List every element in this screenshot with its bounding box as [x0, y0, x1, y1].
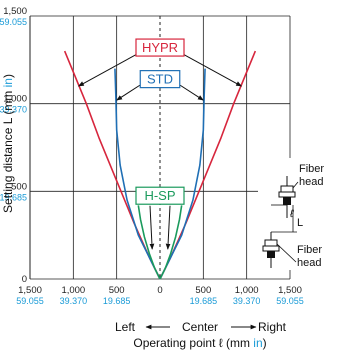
top-fiber-head-body [278, 191, 296, 198]
x-tick-label-inch: 19.685 [103, 296, 131, 306]
y-tick-label: 1,000 [3, 94, 27, 105]
fiber-head-top-leader [292, 181, 299, 189]
x-tick-label-inch: 39.370 [233, 296, 261, 306]
y-axis-title: Setting distance L (mm in) [1, 74, 15, 213]
y-tick-label: 0 [22, 274, 27, 285]
direction-center: Center [182, 320, 218, 334]
x-tick-label-inch: 19.685 [190, 296, 218, 306]
series-label-arrow [149, 205, 155, 250]
direction-right: Right [258, 320, 287, 334]
bottom-fiber-head-body [262, 245, 280, 252]
series-labels: HYPR STD H-SP [78, 38, 242, 250]
x-tick-label: 1,500 [278, 285, 302, 296]
series-label-h-sp: H-SP [144, 188, 175, 203]
fiber-head-bottom-label-line1: Fiber [297, 244, 322, 256]
x-tick-label: 1,000 [235, 285, 259, 296]
x-tick-label: 0 [157, 285, 162, 296]
top-fiber-head-body [280, 185, 294, 193]
direction-left: Left [115, 320, 136, 334]
series-label-hypr: HYPR [142, 40, 178, 55]
bottom-fiber-head-tip [267, 251, 275, 258]
x-tick-label-inch: 39.370 [60, 296, 88, 306]
inset-L: L [297, 217, 303, 229]
x-tick-label: 1,000 [61, 285, 85, 296]
x-axis-title: Operating point ℓ (mm in) [133, 336, 266, 350]
series-h-sp-left [137, 205, 161, 280]
series-std-left [114, 68, 161, 280]
y-tick-label-inch: 59.055 [0, 17, 27, 27]
y-tick-label: 1,500 [3, 6, 27, 17]
y-tick-label: 500 [11, 181, 27, 192]
series [63, 50, 257, 280]
series-label-arrow [179, 84, 204, 101]
series-label-arrow [116, 84, 141, 101]
fiber-head-bottom-leader [276, 243, 297, 263]
fiber-head-top-label-line1: Fiber [299, 163, 324, 175]
series-label-arrow [78, 53, 139, 87]
y-tick-label-inch: 39.370 [0, 105, 27, 115]
top-fiber-head-tip [283, 197, 291, 205]
series-label-std: STD [147, 72, 173, 87]
x-tick-label: 500 [109, 285, 125, 296]
series-label-box [139, 70, 181, 89]
series-label-box [135, 38, 185, 57]
series-label-box [135, 186, 185, 205]
x-tick-label: 1,500 [18, 285, 42, 296]
series-label-arrow [181, 53, 242, 87]
series-h-sp-right [159, 205, 183, 280]
fiber-head-bottom-label-line2: head [297, 257, 321, 269]
series-std-right [159, 68, 206, 280]
series-label-arrow [165, 205, 171, 250]
x-tick-label-inch: 59.055 [16, 296, 44, 306]
fiber-head-top-label-line2: head [299, 176, 323, 188]
x-tick-label: 500 [195, 285, 211, 296]
inset-ell: ℓ [289, 208, 294, 220]
x-tick-label-inch: 59.055 [276, 296, 304, 306]
bottom-fiber-head-body [264, 239, 278, 247]
axis-titles: Setting distance L (mm in) Left Center Righ… [1, 74, 287, 350]
grid [29, 15, 291, 280]
y-tick-label-inch: 19.685 [0, 192, 27, 202]
